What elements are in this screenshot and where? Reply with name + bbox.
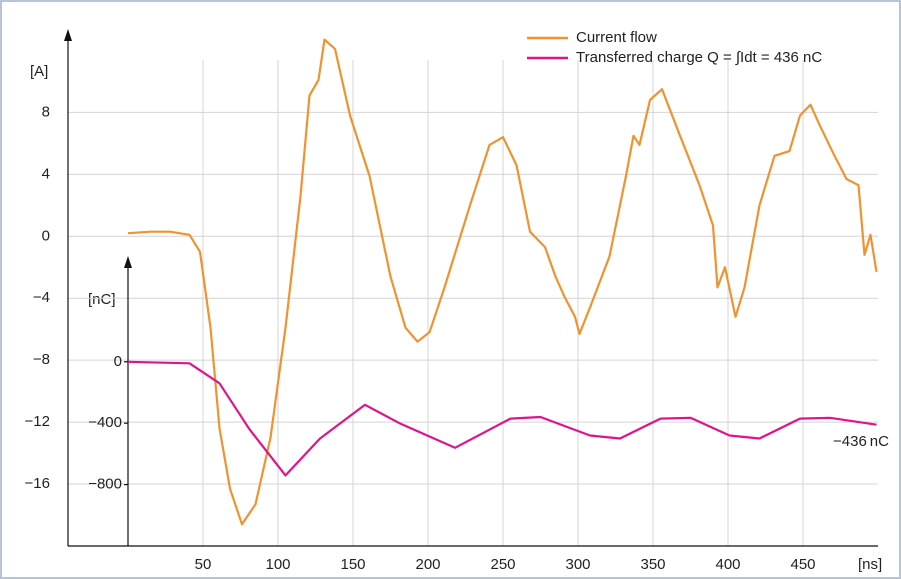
y-tick-label: 0 bbox=[42, 227, 50, 244]
y-tick-label: −12 bbox=[25, 413, 50, 430]
y-tick-label: 4 bbox=[42, 165, 50, 182]
y2-tick-label: −400 bbox=[88, 414, 122, 431]
y-arrow bbox=[64, 29, 72, 41]
series-line bbox=[127, 38, 878, 526]
x-tick-label: 150 bbox=[340, 556, 365, 573]
x-tick-label: 450 bbox=[790, 556, 815, 573]
x-axis-label: [ns] bbox=[858, 556, 882, 573]
y2-tick-label: 0 bbox=[114, 353, 122, 370]
y-tick-label: −8 bbox=[33, 351, 50, 368]
x-tick-label: 100 bbox=[265, 556, 290, 573]
y2-tick-label: −800 bbox=[88, 476, 122, 493]
y2-arrow bbox=[124, 256, 132, 268]
legend-label: Transferred charge Q = ∫Idt = 436 nC bbox=[576, 49, 822, 66]
y-axis-label: [A] bbox=[30, 63, 48, 80]
legend-label: Current flow bbox=[576, 29, 657, 46]
y-tick-label: −4 bbox=[33, 289, 50, 306]
y-tick-label: −16 bbox=[25, 475, 50, 492]
x-tick-label: 350 bbox=[640, 556, 665, 573]
y2-axis-label: [nC] bbox=[88, 291, 116, 308]
y-tick-label: 8 bbox=[42, 103, 50, 120]
x-tick-label: 300 bbox=[565, 556, 590, 573]
annotation: −436 nC bbox=[833, 433, 889, 450]
x-tick-label: 200 bbox=[415, 556, 440, 573]
x-tick-label: 50 bbox=[195, 556, 212, 573]
x-tick-label: 400 bbox=[715, 556, 740, 573]
series-line bbox=[127, 360, 877, 477]
x-tick-label: 250 bbox=[490, 556, 515, 573]
